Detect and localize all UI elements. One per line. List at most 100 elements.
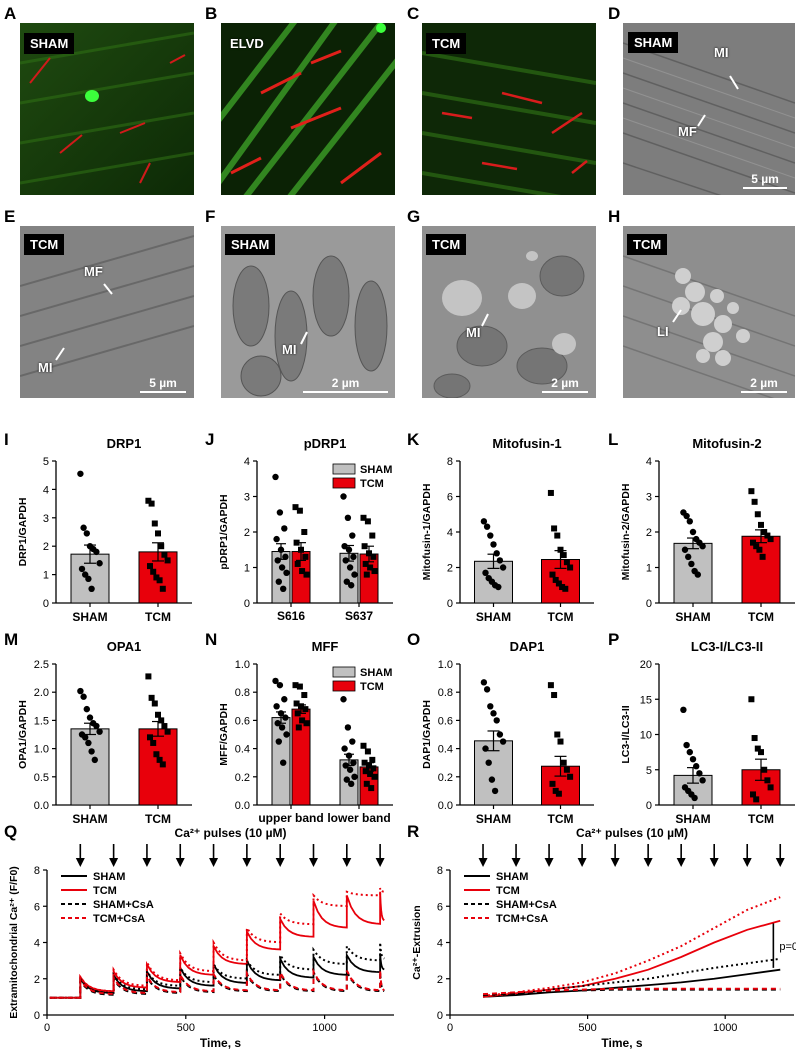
annotation-label: LI <box>657 324 669 339</box>
y-tick-label: 0 <box>447 598 453 610</box>
data-point <box>96 560 103 567</box>
data-point <box>360 742 367 749</box>
data-point <box>751 498 758 505</box>
series-line <box>482 987 781 996</box>
scale-label: 2 µm <box>750 376 778 390</box>
data-point <box>148 694 155 701</box>
data-point <box>493 550 500 557</box>
panel-letter-m: M <box>4 630 19 649</box>
bar <box>474 740 513 806</box>
annotation-label: MI <box>714 45 729 60</box>
data-point <box>554 532 561 539</box>
x-tick-label: TCM <box>548 610 574 624</box>
y-tick-label: 15 <box>640 694 652 706</box>
image-tag: SHAM <box>24 33 75 54</box>
data-point <box>88 748 95 755</box>
data-point <box>753 543 760 550</box>
panel-letter-p: P <box>608 630 620 649</box>
image-g: TCM MI 2 µm <box>422 226 596 398</box>
image-d: SHAM MI MF 5 µm <box>623 23 795 195</box>
y-axis-label: Ca²⁺-Extrusion <box>411 905 423 979</box>
data-point <box>367 770 374 777</box>
data-point <box>91 756 99 764</box>
data-point <box>298 703 304 710</box>
y-tick-label: 4 <box>447 527 453 539</box>
data-point <box>487 532 494 539</box>
data-point <box>155 530 161 537</box>
data-point <box>283 569 290 577</box>
data-point <box>758 521 764 528</box>
data-point <box>346 766 354 773</box>
data-point <box>362 560 369 567</box>
pulse-arrow-head <box>775 858 785 867</box>
data-point <box>683 741 690 749</box>
data-point <box>557 738 564 745</box>
data-point <box>82 734 89 741</box>
y-tick-label: 1.0 <box>235 659 250 671</box>
bar-chart-l: 0 1 2 3 4 Mitofusin-2 Mitofusin-2/GAPDH SHAM TCM <box>620 436 795 624</box>
legend-label: SHAM+CsA <box>496 899 557 911</box>
data-point <box>349 738 356 745</box>
data-point <box>758 749 764 756</box>
data-point <box>283 731 290 738</box>
panel-letter-n: N <box>205 630 218 649</box>
x-tick-label: SHAM <box>72 812 107 826</box>
data-point <box>683 512 690 520</box>
y-tick-label: 3 <box>244 492 250 504</box>
pulse-arrow-head <box>544 858 554 867</box>
data-point <box>342 762 349 769</box>
fluorescence-image-b <box>221 23 395 195</box>
data-point <box>754 511 761 518</box>
image-tag: TCM <box>24 234 65 255</box>
data-point <box>281 525 288 532</box>
x-tick-label: SHAM <box>675 812 710 826</box>
data-point <box>764 777 771 784</box>
data-point <box>559 584 566 591</box>
annotation-label: MI <box>466 325 481 340</box>
data-point <box>345 752 353 759</box>
data-point <box>349 532 356 539</box>
data-point <box>158 543 165 550</box>
data-point <box>278 564 286 571</box>
data-point <box>491 787 499 795</box>
y-tick-label: 3 <box>43 513 49 525</box>
data-point <box>302 553 309 560</box>
y-tick-label: 0 <box>43 598 49 610</box>
panel-letter-c: C <box>407 4 420 23</box>
data-point <box>555 580 562 587</box>
series-line <box>482 919 781 998</box>
scale-bar: 5 µm <box>743 172 787 189</box>
data-point <box>551 525 558 532</box>
data-point <box>367 564 374 571</box>
data-point <box>490 710 497 717</box>
data-point <box>282 553 289 561</box>
data-point <box>145 673 152 680</box>
data-point <box>299 568 306 575</box>
line-chart-q: 0 2 4 6 8 0 500 1000 Time, s Extramitochondrial C… <box>8 826 394 1050</box>
data-point <box>361 543 368 550</box>
pulse-arrow-head <box>275 858 285 867</box>
data-point <box>547 489 554 496</box>
data-point <box>560 759 567 766</box>
annotation-label: MI <box>38 360 53 375</box>
pulse-arrow-head <box>709 858 719 867</box>
data-point <box>562 585 569 592</box>
panel-letter-j: J <box>205 430 215 449</box>
panel-letter-q: Q <box>4 822 18 841</box>
legend-swatch <box>332 680 356 692</box>
data-point <box>557 546 564 553</box>
data-point <box>344 724 352 731</box>
data-point <box>369 532 376 539</box>
series-line <box>49 942 385 999</box>
bar-chart-k: 0 2 4 6 8 Mitofusin-1 Mitofusin-1/GAPDH SHAM TCM <box>421 436 594 624</box>
panel-letter-e: E <box>4 207 16 226</box>
data-point <box>348 582 355 589</box>
data-point <box>292 504 299 511</box>
data-point <box>80 524 87 531</box>
annotation-label: MI <box>282 342 297 357</box>
data-point <box>83 530 91 537</box>
data-point <box>567 564 574 571</box>
data-point <box>694 571 701 578</box>
y-tick-label: 0.5 <box>34 772 49 784</box>
